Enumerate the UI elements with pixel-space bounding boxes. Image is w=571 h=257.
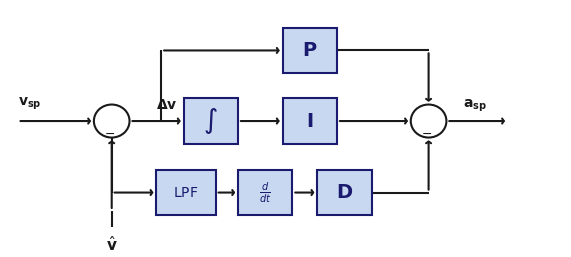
Text: $\frac{d}{dt}$: $\frac{d}{dt}$ [259,180,271,205]
Bar [238,170,292,215]
Text: $\mathbf{P}$: $\mathbf{P}$ [302,41,317,60]
Bar [156,170,216,215]
Text: $\int$: $\int$ [203,106,218,136]
Text: $\mathrm{LPF}$: $\mathrm{LPF}$ [174,186,199,199]
Text: $-$: $-$ [421,126,432,140]
Circle shape [411,105,447,137]
Bar [317,170,372,215]
Bar [283,27,337,73]
Text: $\mathbf{D}$: $\mathbf{D}$ [336,183,353,202]
Text: $\hat{\mathbf{v}}$: $\hat{\mathbf{v}}$ [106,235,118,254]
Text: $\mathbf{I}$: $\mathbf{I}$ [306,112,313,131]
Text: $\mathbf{v_{sp}}$: $\mathbf{v_{sp}}$ [18,96,41,112]
Bar [283,98,337,144]
Bar [183,98,238,144]
Text: $\mathbf{a_{sp}}$: $\mathbf{a_{sp}}$ [463,97,487,114]
Text: $\mathbf{\Delta v}$: $\mathbf{\Delta v}$ [156,98,178,112]
Circle shape [94,105,130,137]
Text: $-$: $-$ [104,126,115,140]
